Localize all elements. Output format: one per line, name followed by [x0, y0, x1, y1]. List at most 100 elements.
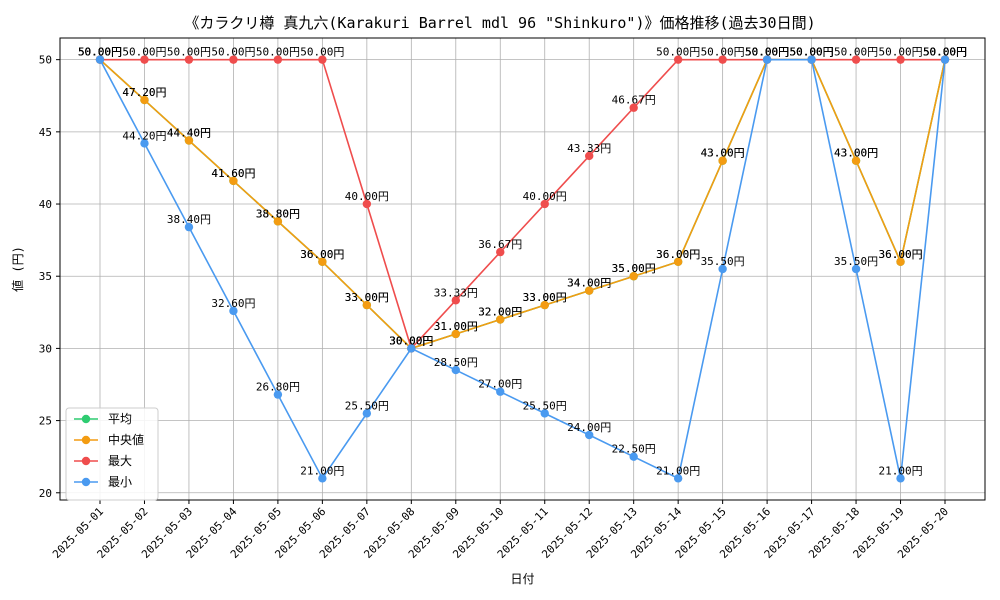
- data-label: 50.00円: [790, 46, 834, 59]
- legend-marker: [81, 456, 91, 466]
- data-label: 50.00円: [923, 46, 967, 59]
- data-label: 43.00円: [834, 147, 878, 160]
- data-label: 22.50円: [612, 443, 656, 456]
- series-line: [99, 58, 946, 480]
- data-label: 36.67円: [478, 238, 522, 251]
- y-tick-label: 35: [39, 270, 52, 283]
- data-point: [496, 387, 505, 396]
- data-label: 43.00円: [834, 147, 878, 160]
- data-label: 40.00円: [345, 190, 389, 203]
- data-label: 50.00円: [790, 46, 834, 59]
- legend-marker: [81, 435, 91, 445]
- data-point: [896, 474, 905, 483]
- data-point: [585, 430, 594, 440]
- data-label: 44.20円: [122, 129, 166, 142]
- data-point: [229, 306, 238, 316]
- data-point: [318, 257, 327, 266]
- data-point: [718, 156, 727, 165]
- data-label: 24.00円: [567, 421, 611, 434]
- data-label: 50.00円: [167, 46, 211, 59]
- data-label: 30.00円: [389, 334, 433, 347]
- y-tick-label: 40: [39, 198, 52, 211]
- data-label: 50.00円: [923, 46, 967, 59]
- data-label: 43.00円: [701, 147, 745, 160]
- data-label: 50.00円: [78, 46, 122, 59]
- data-label: 50.00円: [745, 46, 789, 59]
- data-label: 26.80円: [256, 381, 300, 394]
- data-label: 36.00円: [656, 248, 700, 261]
- legend-marker: [81, 414, 91, 424]
- data-label: 50.00円: [78, 46, 122, 59]
- data-point: [896, 257, 905, 266]
- data-label: 35.50円: [834, 255, 878, 268]
- data-point: [184, 136, 194, 145]
- data-label: 33.00円: [523, 291, 567, 304]
- data-label: 35.00円: [612, 262, 656, 275]
- data-label: 43.00円: [701, 147, 745, 160]
- data-point: [451, 365, 460, 375]
- data-point: [496, 315, 505, 324]
- data-label: 50.00円: [923, 46, 967, 59]
- data-label: 33.33円: [434, 286, 478, 299]
- data-point: [585, 151, 594, 161]
- data-label: 36.00円: [878, 248, 922, 261]
- y-axis-title: 値 (円): [10, 246, 25, 292]
- data-label: 36.00円: [656, 248, 700, 261]
- data-label: 50.00円: [790, 46, 834, 59]
- data-point: [762, 55, 772, 64]
- legend-label: 平均: [108, 412, 132, 426]
- data-label: 32.00円: [478, 306, 522, 319]
- data-label: 36.00円: [300, 248, 344, 261]
- data-point: [229, 176, 238, 186]
- data-label: 34.00円: [567, 277, 611, 290]
- y-tick-label: 25: [39, 415, 52, 428]
- data-point: [629, 103, 638, 112]
- data-label: 50.00円: [256, 46, 300, 59]
- data-label: 38.80円: [256, 207, 300, 220]
- data-label: 50.00円: [656, 46, 700, 59]
- legend-label: 最大: [108, 454, 132, 468]
- data-label: 43.33円: [567, 142, 611, 155]
- y-tick-label: 45: [39, 126, 52, 139]
- data-point: [673, 257, 683, 266]
- data-label: 50.00円: [790, 46, 834, 59]
- data-point: [362, 409, 372, 418]
- data-label: 50.00円: [878, 46, 922, 59]
- data-label: 40.00円: [523, 190, 567, 203]
- data-point: [273, 55, 283, 64]
- data-point: [184, 222, 194, 232]
- data-point: [629, 452, 638, 461]
- data-label: 50.00円: [923, 46, 967, 59]
- data-point: [140, 139, 149, 148]
- data-point: [540, 199, 549, 209]
- data-label: 50.00円: [122, 46, 166, 59]
- chart-title: 《カラクリ樽 真九六(Karakuri Barrel mdl 96 "Shink…: [184, 14, 816, 32]
- data-point: [184, 55, 194, 64]
- data-label: 36.00円: [878, 248, 922, 261]
- y-tick-label: 30: [39, 342, 52, 355]
- y-tick-label: 50: [39, 54, 52, 67]
- data-label: 50.00円: [834, 46, 878, 59]
- data-point: [318, 55, 327, 64]
- data-point: [718, 264, 727, 274]
- data-point: [585, 286, 594, 295]
- data-label: 47.20円: [122, 86, 166, 99]
- data-label: 50.00円: [745, 46, 789, 59]
- data-label: 50.00円: [745, 46, 789, 59]
- data-label: 21.00円: [878, 464, 922, 477]
- data-point: [718, 55, 727, 64]
- data-point: [851, 55, 861, 64]
- data-label: 41.60円: [211, 167, 255, 180]
- data-point: [451, 296, 460, 305]
- data-label: 30.00円: [389, 334, 433, 347]
- data-label: 50.00円: [300, 46, 344, 59]
- legend-label: 最小: [108, 475, 132, 489]
- data-label: 44.40円: [167, 127, 211, 140]
- data-label: 38.40円: [167, 213, 211, 226]
- data-label: 21.00円: [656, 464, 700, 477]
- data-label: 27.00円: [478, 378, 522, 391]
- data-point: [540, 300, 549, 310]
- data-point: [673, 55, 683, 64]
- data-label: 50.00円: [211, 46, 255, 59]
